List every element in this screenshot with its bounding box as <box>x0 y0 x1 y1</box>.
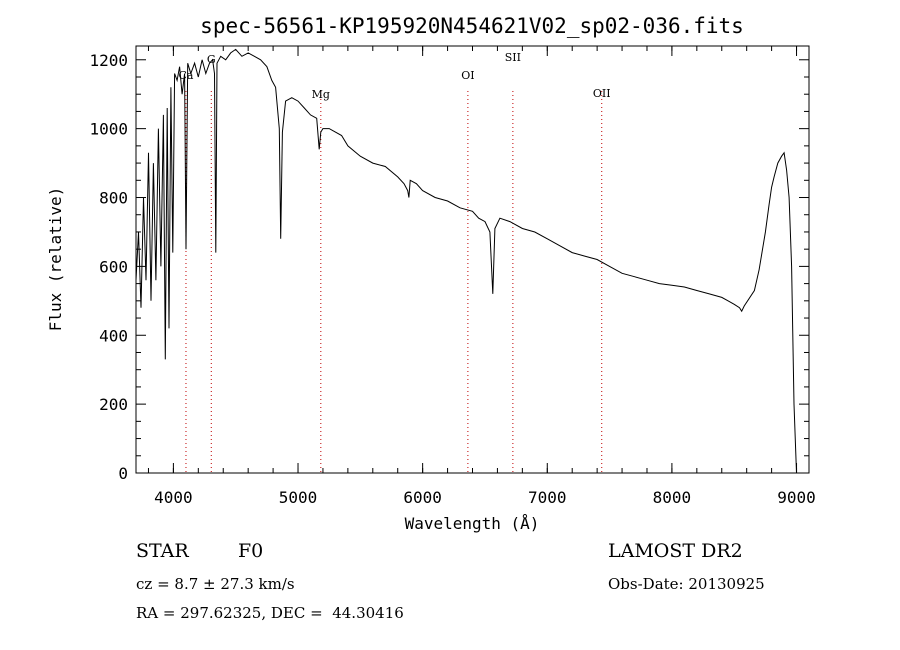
plot-frame <box>135 45 810 474</box>
x-tick-label: 4000 <box>154 488 193 507</box>
axis-ticks: 4000 5000 6000 7000 8000 9000 0 200 400 600 800 100… <box>89 46 816 507</box>
object-class: STAR <box>136 540 189 562</box>
y-tick-label: 0 <box>118 464 128 483</box>
coordinates-text: RA = 297.62325, DEC = 44.30416 <box>136 604 404 622</box>
x-tick-label: 6000 <box>403 488 442 507</box>
chart-title: spec-56561-KP195920N454621V02_sp02-036.f… <box>200 14 744 38</box>
y-axis-label: Flux (relative) <box>46 187 65 332</box>
y-tick-label: 800 <box>99 189 128 208</box>
x-tick-label: 9000 <box>777 488 816 507</box>
x-axis-label: Wavelength (Å) <box>405 514 540 533</box>
x-tick-label: 5000 <box>279 488 318 507</box>
survey-name: LAMOST DR2 <box>608 540 743 562</box>
line-marker-label: SII <box>505 51 521 64</box>
y-tick-label: 600 <box>99 257 128 276</box>
y-tick-label: 200 <box>99 395 128 414</box>
x-tick-label: 8000 <box>653 488 692 507</box>
spectrum-line <box>135 48 799 474</box>
redshift-text: cz = 8.7 ± 27.3 km/s <box>136 575 295 593</box>
line-marker-label: OII <box>593 87 611 100</box>
x-tick-label: 7000 <box>528 488 567 507</box>
line-marker-label: G <box>207 53 216 66</box>
object-subclass: F0 <box>238 540 264 562</box>
obs-date-text: Obs-Date: 20130925 <box>608 575 765 593</box>
line-marker-label: OI <box>461 69 474 82</box>
y-tick-label: 1000 <box>89 120 128 139</box>
y-tick-label: 400 <box>99 326 128 345</box>
line-marker-label: Mg <box>312 88 330 101</box>
y-tick-label: 1200 <box>89 51 128 70</box>
